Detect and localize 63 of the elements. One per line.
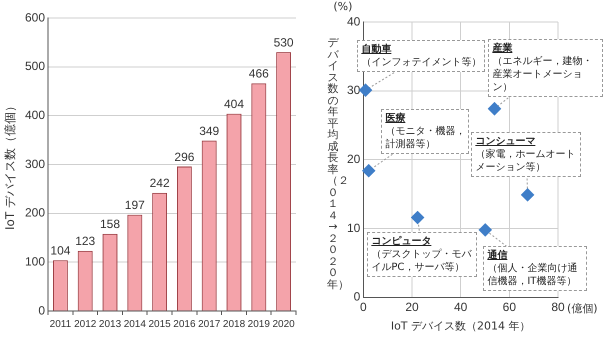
- point: [411, 211, 424, 224]
- data-label: 123: [75, 234, 96, 248]
- data-label: 104: [50, 244, 71, 258]
- data-label: 296: [174, 150, 195, 164]
- y-tick-label: 400: [24, 108, 46, 122]
- data-label: 466: [248, 66, 270, 81]
- annotation: 通信: [487, 249, 508, 262]
- y-tick-label: 300: [24, 156, 46, 171]
- y-tick-label: 0: [354, 290, 361, 304]
- text: (億個): [567, 301, 598, 316]
- y-tick-label: 500: [24, 59, 46, 74]
- x-tick-label: 20: [405, 300, 420, 314]
- data-label: 197: [124, 198, 146, 212]
- y-tick-label: 20: [346, 152, 361, 166]
- x-tick-label: 80: [551, 300, 565, 314]
- point: [359, 84, 372, 97]
- x-tick-label: 2017: [198, 318, 221, 330]
- annotation: 自動車: [361, 43, 392, 56]
- x-tick-label: 2013: [98, 318, 122, 330]
- data-label: 158: [100, 217, 120, 232]
- x-tick-label: 2011: [50, 318, 72, 330]
- annotation: コンシューマ: [475, 135, 536, 148]
- y-tick-label: 100: [24, 254, 46, 268]
- x-tick-label: 2015: [148, 318, 172, 330]
- annotation: （エネルギー，建物・産業オートメーション）: [492, 55, 594, 94]
- y-tick-label: 40: [346, 14, 361, 28]
- data-label: 349: [199, 124, 220, 138]
- callout-box: コンピュータ （デスクトップ・モバイルPC，サーバ等）: [367, 232, 478, 277]
- y-tick-label: 600: [24, 10, 46, 24]
- data-label: 242: [150, 176, 170, 190]
- x-axis-title: IoT デバイス数（2014 年）: [390, 319, 531, 332]
- x-tick-label: 2014: [124, 318, 146, 330]
- annotation: 医療: [385, 112, 406, 125]
- annotation: 産業: [492, 42, 512, 55]
- text: (%): [333, 0, 352, 13]
- x-tick-label: 2019: [248, 318, 270, 330]
- point: [488, 102, 501, 116]
- x-tick-label: 40: [454, 300, 468, 314]
- y-tick-label: 10: [346, 220, 361, 235]
- data-label: 530: [274, 35, 294, 50]
- x-tick-label: 2012: [74, 318, 97, 330]
- callout-box: 医療 （モニタ・機器，計測器等）: [381, 109, 470, 154]
- callout-box: コンシューマ （家電，ホームオートメーション等）: [471, 132, 582, 177]
- x-tick-label: 2020: [272, 318, 296, 330]
- y-axis-title: IoT デバイス数（億個）: [3, 99, 17, 230]
- callout-box: 産業 （エネルギー，建物・産業オートメーション）: [488, 39, 604, 97]
- callout-box: 自動車 （インフォテイメント等）: [357, 40, 486, 72]
- data-label: 404: [224, 97, 244, 112]
- x-tick-label: 2016: [173, 318, 196, 330]
- x-tick-label: 2018: [222, 318, 246, 330]
- annotation: （個人・企業向け通信機器，IT機器等）: [487, 262, 578, 288]
- point: [521, 188, 534, 202]
- annotation: （家電，ホームオートメーション等）: [475, 148, 576, 174]
- y-tick-label: 200: [24, 206, 46, 220]
- y-tick-label: 30: [346, 83, 361, 98]
- annotation: （インフォテイメント等）: [361, 56, 482, 69]
- point: [478, 223, 492, 236]
- annotation: （モニタ・機器，計測器等）: [385, 125, 466, 151]
- annotation: （デスクトップ・モバイルPC，サーバ等）: [371, 248, 473, 274]
- callout-box: 通信 （個人・企業向け通信機器，IT機器等）: [483, 246, 588, 291]
- x-tick-label: 60: [502, 300, 516, 314]
- text: デバイス数の年平均成長率（２０１４→２０２０年）: [327, 36, 349, 291]
- annotation: コンピュータ: [371, 235, 432, 248]
